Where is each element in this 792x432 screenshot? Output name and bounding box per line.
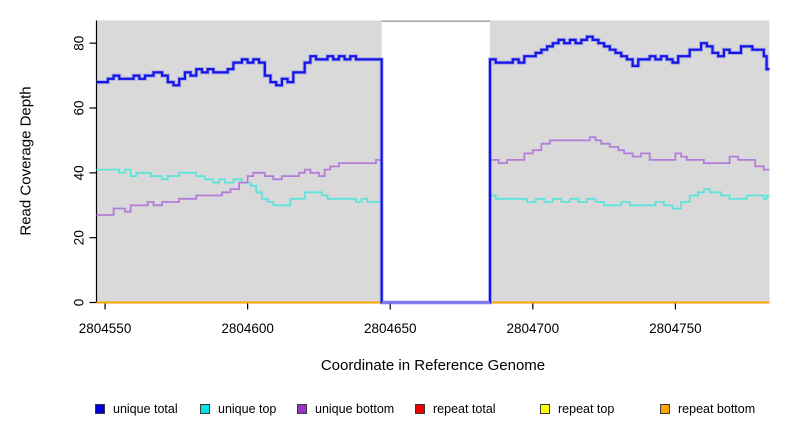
x-tick-label: 2804600 [221,321,274,336]
masked-region [381,20,491,303]
legend-swatch-icon [200,404,210,414]
legend-label: unique bottom [315,402,395,416]
legend-label: unique total [113,402,178,416]
legend-label: repeat total [433,402,496,416]
x-tick-label: 2804650 [364,321,417,336]
legend-swatch-icon [660,404,670,414]
y-tick-label: 60 [72,101,87,116]
legend-label: unique top [218,402,277,416]
legend: unique total unique top unique bottom repea… [0,403,792,419]
y-tick-label: 80 [72,36,87,51]
legend-item-unique-total: unique total [95,403,178,415]
y-tick-label: 20 [72,230,87,245]
y-tick-label: 0 [72,299,87,307]
y-tick-label: 40 [72,165,87,180]
legend-item-repeat-bottom: repeat bottom [660,403,755,415]
x-tick-label: 2804750 [649,321,702,336]
x-axis-label: Coordinate in Reference Genome [320,357,546,374]
legend-swatch-icon [415,404,425,414]
legend-label: repeat top [558,402,615,416]
legend-swatch-icon [297,404,307,414]
legend-item-repeat-total: repeat total [415,403,496,415]
legend-item-unique-top: unique top [200,403,276,415]
series-line-unique-bottom [96,136,770,304]
legend-swatch-icon [540,404,550,414]
series-line-unique-total [96,35,770,304]
legend-item-unique-bottom: unique bottom [297,403,394,415]
legend-label: repeat bottom [678,402,756,416]
series-line-unique-top [96,168,770,304]
x-tick-label: 2804550 [79,321,132,336]
x-tick-label: 2804700 [507,321,560,336]
legend-item-repeat-top: repeat top [540,403,614,415]
legend-swatch-icon [95,404,105,414]
y-axis-label: Read Coverage Depth [17,86,35,236]
